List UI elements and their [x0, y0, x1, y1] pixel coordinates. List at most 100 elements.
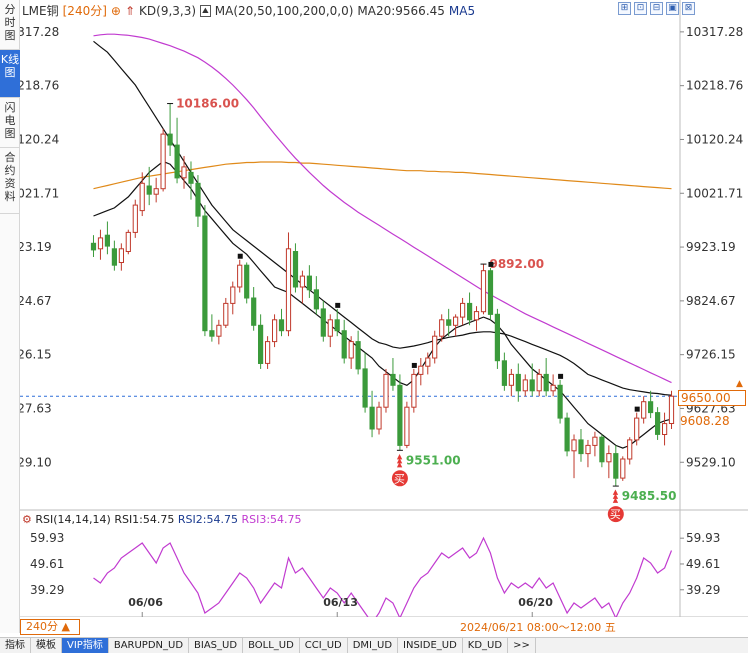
tab-vip-indicators[interactable]: VIP指标: [62, 638, 109, 653]
candle: [216, 324, 222, 337]
candle: [97, 237, 104, 250]
candle: [543, 373, 549, 392]
candle: [397, 384, 403, 446]
x-tick-label: 06/20: [518, 596, 553, 609]
chart-area[interactable]: 10317.28 10218.76 10120.24 10021.71 9923.19 9…: [20, 0, 748, 617]
buy-arrow-icon: ▲: [613, 488, 619, 496]
ma-icon: ⛰: [200, 4, 211, 17]
candle: [606, 453, 612, 463]
candle: [125, 231, 131, 252]
tab-boll[interactable]: BOLL_UD: [243, 638, 300, 653]
tab-indicators[interactable]: 指标: [0, 638, 31, 653]
high-price-label: 10186.00: [176, 97, 239, 111]
tab-more[interactable]: >>: [508, 638, 536, 653]
candle: [592, 436, 598, 446]
rsi-settings-icon[interactable]: ⚙: [22, 513, 32, 526]
period-label[interactable]: [240分]: [62, 4, 107, 18]
candle: [369, 406, 375, 430]
signal-marker: [411, 362, 417, 368]
candle: [446, 319, 452, 326]
price-tick-label-left: 10218.76: [20, 79, 59, 93]
candle: [480, 270, 487, 313]
price-tick-label-left: 10317.28: [20, 25, 59, 39]
candle: [487, 270, 494, 315]
rsi-tick-label: 39.29: [686, 583, 720, 597]
candle: [425, 357, 431, 367]
ma50-line: [93, 40, 672, 396]
tab-barupdn[interactable]: BARUPDN_UD: [109, 638, 190, 653]
date-range-label: 2024/06/21 08:00～12:00 五: [460, 621, 616, 634]
candle: [195, 182, 201, 217]
tab-cci[interactable]: CCI_UD: [300, 638, 348, 653]
candle: [146, 185, 152, 195]
ma20-label: MA20:9566.45: [357, 3, 445, 18]
ma100-line: [93, 33, 672, 384]
price-tick-label: 10317.28: [686, 25, 743, 39]
signal-marker: [237, 253, 243, 259]
signal-marker: [558, 373, 564, 379]
rsi1-label: RSI1:54.75: [114, 513, 175, 526]
symbol-label: LME铜: [22, 4, 59, 18]
tab-bias[interactable]: BIAS_UD: [189, 638, 244, 653]
candle: [508, 373, 514, 386]
candle: [285, 248, 292, 332]
price-tick-label-left: 10120.24: [20, 132, 59, 146]
candle: [104, 234, 111, 247]
price-tick-label: 9529.10: [686, 455, 736, 469]
candle: [118, 248, 125, 264]
candle: [585, 444, 591, 455]
rsi-tick-label: 59.93: [686, 531, 720, 545]
candle: [181, 166, 187, 179]
candle: [564, 417, 570, 452]
candle: [467, 302, 473, 321]
tab-templates[interactable]: 模板: [31, 638, 62, 653]
ma-label: MA(20,50,100,200,0,0): [214, 3, 354, 18]
candle: [390, 373, 396, 386]
rsi-title: RSI(14,14,14): [35, 513, 111, 526]
period-selector[interactable]: 240分 ▲: [20, 619, 80, 635]
rsi-line: [93, 536, 673, 617]
candle: [188, 171, 194, 184]
candle: [362, 368, 368, 408]
candle: [383, 373, 389, 408]
layout-icon[interactable]: ▣: [666, 2, 679, 15]
tab-dmi[interactable]: DMI_UD: [348, 638, 399, 653]
tab-lightning[interactable]: 闪电图: [0, 98, 20, 148]
rsi-tick-label-left: 39.29: [30, 583, 64, 597]
tab-kline[interactable]: K线图: [0, 50, 20, 98]
reset-icon[interactable]: ⊠: [682, 2, 695, 15]
shrink-icon[interactable]: ⊟: [650, 2, 663, 15]
candle: [376, 406, 382, 430]
price-tick-label: 9824.67: [686, 294, 736, 308]
buy-arrow-icon: ▲: [397, 456, 403, 464]
candle: [662, 423, 668, 436]
chart-tools: ⊞ ⊡ ⊟ ▣ ⊠: [618, 2, 695, 15]
candle: [306, 275, 312, 291]
candle: [237, 264, 243, 288]
zoom-in-icon[interactable]: ⊞: [618, 2, 631, 15]
buy-badge-label: 买: [610, 508, 621, 521]
price-tick-label-left: 9726.15: [20, 348, 52, 362]
x-tick-label: 06/13: [323, 596, 358, 609]
signal-marker: [634, 406, 640, 412]
add-indicator-icon[interactable]: ⊕: [110, 3, 121, 18]
buy-arrow-icon: ▲: [613, 492, 619, 500]
candle: [432, 335, 438, 359]
candle: [327, 319, 333, 337]
tab-contract-info[interactable]: 合约资料: [0, 148, 20, 214]
candle: [522, 379, 528, 392]
candle: [501, 360, 507, 386]
price-tick-label-left: 9824.67: [20, 294, 52, 308]
rsi3-label: RSI3:54.75: [241, 513, 302, 526]
tab-inside[interactable]: INSIDE_UD: [398, 638, 463, 653]
candle: [265, 341, 271, 364]
candle: [529, 379, 535, 392]
candle: [655, 412, 661, 435]
zoom-out-icon[interactable]: ⊡: [634, 2, 647, 15]
tab-kd[interactable]: KD_UD: [463, 638, 509, 653]
tab-intraday[interactable]: 分时图: [0, 0, 20, 50]
buy-arrow-icon: ▲: [613, 496, 619, 504]
left-tab-bar: 分时图 K线图 闪电图 合约资料: [0, 0, 20, 633]
candle: [244, 264, 250, 299]
candle: [90, 242, 97, 251]
